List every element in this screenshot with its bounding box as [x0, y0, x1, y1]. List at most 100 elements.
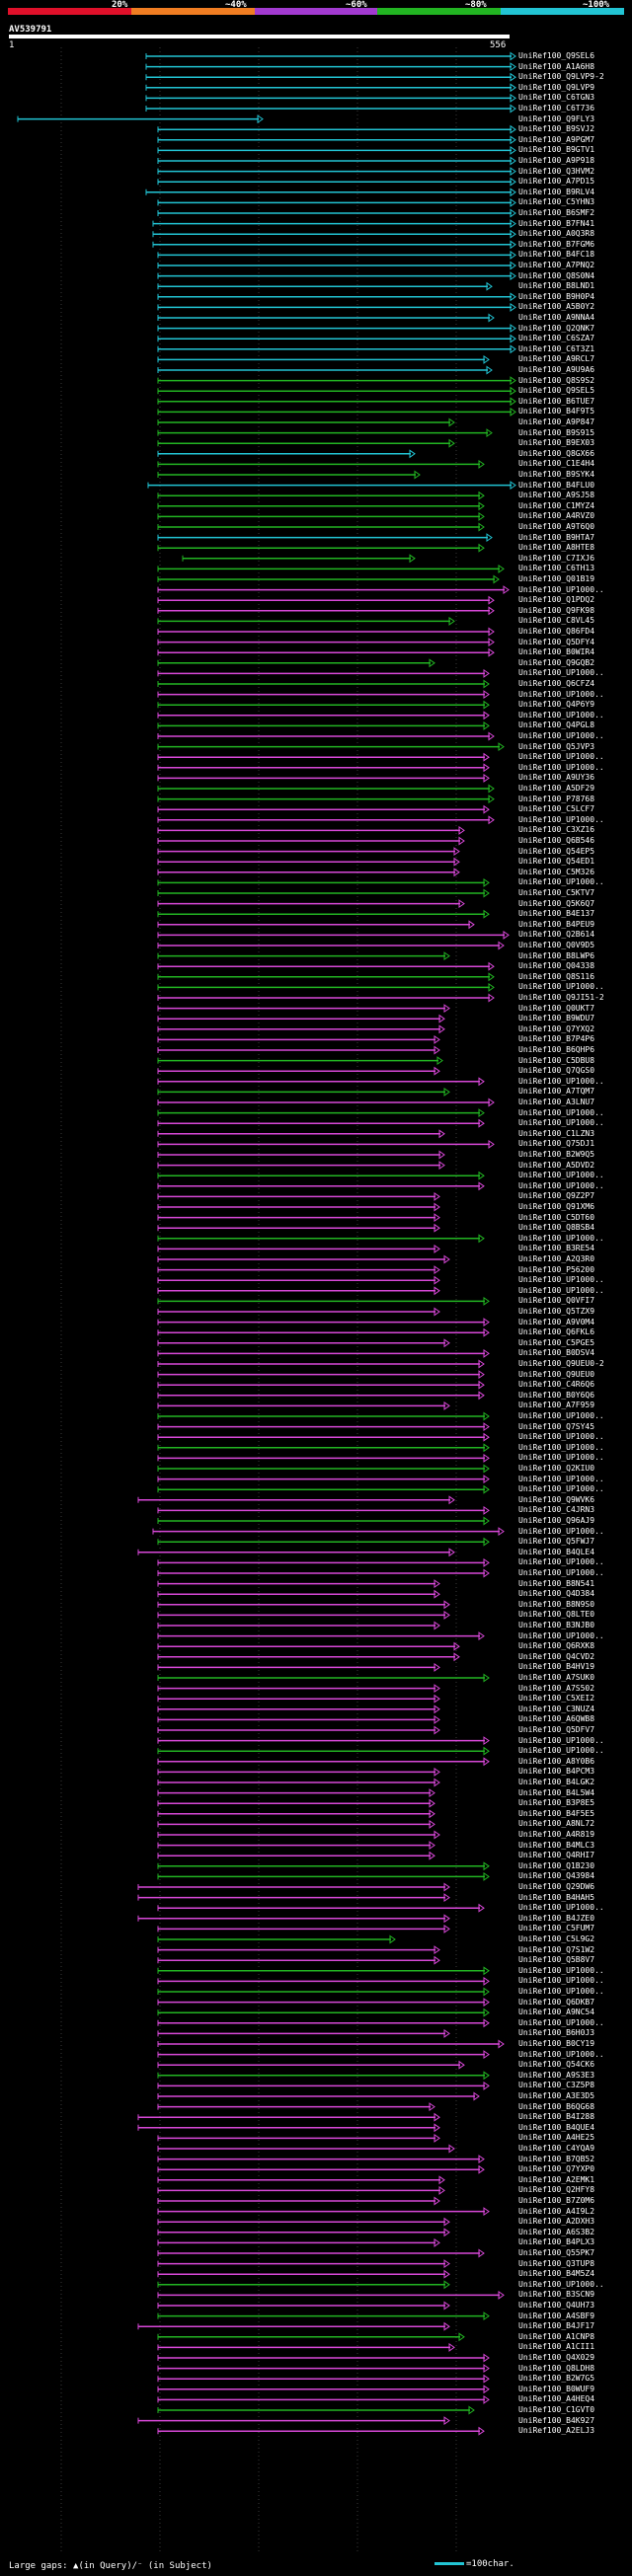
- hit-label[interactable]: UniRef100_Q9LVP9: [518, 82, 595, 92]
- hit-label[interactable]: UniRef100_A9NNA4: [518, 313, 595, 322]
- hit-label[interactable]: UniRef100_Q0UKT7: [518, 1003, 595, 1013]
- hit-label[interactable]: UniRef100_UP1000..: [518, 731, 604, 740]
- hit-label[interactable]: UniRef100_B9RLV4: [518, 187, 595, 196]
- hit-label[interactable]: UniRef100_B3P8E5: [518, 1798, 595, 1808]
- hit-label[interactable]: UniRef100_Q6B546: [518, 836, 595, 845]
- hit-label[interactable]: UniRef100_Q4CVD2: [518, 1651, 595, 1661]
- hit-label[interactable]: UniRef100_UP1000..: [518, 1484, 604, 1494]
- hit-label[interactable]: UniRef100_B4L5W4: [518, 1787, 595, 1797]
- hit-label[interactable]: UniRef100_B4HV19: [518, 1662, 595, 1672]
- hit-label[interactable]: UniRef100_B0Y6Q6: [518, 1390, 595, 1400]
- hit-label[interactable]: UniRef100_Q8S9S2: [518, 375, 595, 385]
- hit-label[interactable]: UniRef100_B8N9S0: [518, 1599, 595, 1609]
- hit-label[interactable]: UniRef100_B9SYK4: [518, 470, 595, 479]
- hit-label[interactable]: UniRef100_C6SZA7: [518, 334, 595, 343]
- hit-label[interactable]: UniRef100_B7P4P6: [518, 1034, 595, 1044]
- hit-label[interactable]: UniRef100_A7PNQ2: [518, 261, 595, 269]
- hit-label[interactable]: UniRef100_Q2HFY8: [518, 2185, 595, 2195]
- hit-label[interactable]: UniRef100_UP1000..: [518, 752, 604, 762]
- hit-label[interactable]: UniRef100_UP1000..: [518, 762, 604, 772]
- hit-label[interactable]: UniRef100_A7SUK0: [518, 1673, 595, 1682]
- hit-label[interactable]: UniRef100_C6T736: [518, 104, 595, 113]
- hit-label[interactable]: UniRef100_C1MYZ4: [518, 500, 595, 510]
- hit-label[interactable]: UniRef100_Q8GX66: [518, 448, 595, 458]
- hit-label[interactable]: UniRef100_A1A6H8: [518, 61, 595, 71]
- hit-label[interactable]: UniRef100_B0DSV4: [518, 1348, 595, 1358]
- hit-label[interactable]: UniRef100_Q8S116: [518, 971, 595, 981]
- hit-label[interactable]: UniRef100_A9P847: [518, 417, 595, 426]
- hit-label[interactable]: UniRef100_Q43984: [518, 1871, 595, 1881]
- hit-label[interactable]: UniRef100_UP1000..: [518, 1432, 604, 1442]
- hit-label[interactable]: UniRef100_Q2QNK7: [518, 323, 595, 333]
- hit-label[interactable]: UniRef100_UP1000..: [518, 1275, 604, 1285]
- hit-label[interactable]: UniRef100_A3LNU7: [518, 1098, 595, 1106]
- hit-label[interactable]: UniRef100_UP1000..: [518, 1411, 604, 1420]
- hit-label[interactable]: UniRef100_Q04338: [518, 961, 595, 971]
- hit-label[interactable]: UniRef100_Q9JI51-2: [518, 993, 604, 1002]
- hit-label[interactable]: UniRef100_Q4P6Y9: [518, 700, 595, 710]
- hit-label[interactable]: UniRef100_B4F5E5: [518, 1808, 595, 1818]
- hit-label[interactable]: UniRef100_B6H0J3: [518, 2028, 595, 2038]
- hit-label[interactable]: UniRef100_A2EMK1: [518, 2174, 595, 2184]
- hit-label[interactable]: UniRef100_B4MLC3: [518, 1840, 595, 1850]
- hit-label[interactable]: UniRef100_UP1000..: [518, 982, 604, 992]
- hit-label[interactable]: UniRef100_Q29DW6: [518, 1882, 595, 1891]
- hit-label[interactable]: UniRef100_Q5DFV7: [518, 1725, 595, 1734]
- hit-label[interactable]: UniRef100_Q8LDH8: [518, 2363, 595, 2373]
- hit-label[interactable]: UniRef100_Q8BSB4: [518, 1223, 595, 1233]
- hit-label[interactable]: UniRef100_A4RVZ0: [518, 511, 595, 521]
- hit-label[interactable]: UniRef100_Q8LTE0: [518, 1610, 595, 1620]
- hit-label[interactable]: UniRef100_A9P918: [518, 156, 595, 165]
- hit-label[interactable]: UniRef100_Q75DJ1: [518, 1139, 595, 1149]
- hit-label[interactable]: UniRef100_Q9LVP9-2: [518, 72, 604, 82]
- hit-label[interactable]: UniRef100_Q54ED1: [518, 857, 595, 867]
- hit-label[interactable]: UniRef100_B4QLE4: [518, 1547, 595, 1556]
- hit-label[interactable]: UniRef100_A6QWB8: [518, 1714, 595, 1724]
- hit-label[interactable]: UniRef100_Q9FLY3: [518, 114, 595, 123]
- hit-label[interactable]: UniRef100_Q5B8V7: [518, 1955, 595, 1965]
- hit-label[interactable]: UniRef100_A3E3D5: [518, 2091, 595, 2100]
- hit-label[interactable]: UniRef100_C1GVT0: [518, 2405, 595, 2414]
- hit-label[interactable]: UniRef100_A0Q3R8: [518, 229, 595, 239]
- hit-label[interactable]: UniRef100_B4F9T5: [518, 407, 595, 417]
- hit-label[interactable]: UniRef100_B3NJB0: [518, 1621, 595, 1629]
- hit-label[interactable]: UniRef100_A9NC54: [518, 2008, 595, 2017]
- hit-label[interactable]: UniRef100_Q8S0N4: [518, 270, 595, 280]
- hit-label[interactable]: UniRef100_B3SCN9: [518, 2290, 595, 2300]
- hit-label[interactable]: UniRef100_UP1000..: [518, 1285, 604, 1295]
- hit-label[interactable]: UniRef100_A9U9A6: [518, 365, 595, 374]
- hit-label[interactable]: UniRef100_C3NUZ4: [518, 1704, 595, 1713]
- hit-label[interactable]: UniRef100_B4K927: [518, 2415, 595, 2425]
- hit-label[interactable]: UniRef100_C5LCF7: [518, 804, 595, 814]
- hit-label[interactable]: UniRef100_B0WUF9: [518, 2384, 595, 2393]
- hit-label[interactable]: UniRef100_B8LND1: [518, 281, 595, 291]
- hit-label[interactable]: UniRef100_Q7S1W2: [518, 1944, 595, 1954]
- hit-label[interactable]: UniRef100_Q1B230: [518, 1860, 595, 1870]
- hit-label[interactable]: UniRef100_A2ELJ3: [518, 2426, 595, 2436]
- hit-label[interactable]: UniRef100_C7IXJ6: [518, 553, 595, 563]
- hit-label[interactable]: UniRef100_B4I288: [518, 2112, 595, 2122]
- hit-label[interactable]: UniRef100_A1CII1: [518, 2342, 595, 2352]
- hit-label[interactable]: UniRef100_C3XZ16: [518, 825, 595, 835]
- hit-label[interactable]: UniRef100_A9S3E3: [518, 2070, 595, 2080]
- hit-label[interactable]: UniRef100_A7S502: [518, 1683, 595, 1693]
- hit-label[interactable]: UniRef100_A5B0Y2: [518, 302, 595, 312]
- hit-label[interactable]: UniRef100_A5DF29: [518, 784, 595, 793]
- hit-label[interactable]: UniRef100_Q86FD4: [518, 627, 595, 636]
- hit-label[interactable]: UniRef100_A4SBF9: [518, 2311, 595, 2320]
- hit-label[interactable]: UniRef100_Q4PGL8: [518, 720, 595, 730]
- hit-label[interactable]: UniRef100_A9RCL7: [518, 354, 595, 364]
- hit-label[interactable]: UniRef100_Q4D384: [518, 1589, 595, 1599]
- hit-label[interactable]: UniRef100_B7Z0M6: [518, 2196, 595, 2205]
- hit-label[interactable]: UniRef100_B3RE54: [518, 1244, 595, 1253]
- hit-label[interactable]: UniRef100_UP1000..: [518, 1987, 604, 1996]
- hit-label[interactable]: UniRef100_B6QG68: [518, 2101, 595, 2111]
- hit-label[interactable]: UniRef100_Q5DFY4: [518, 637, 595, 646]
- hit-label[interactable]: UniRef100_B4E137: [518, 909, 595, 919]
- hit-label[interactable]: UniRef100_B9EX03: [518, 438, 595, 448]
- hit-label[interactable]: UniRef100_B4HAH5: [518, 1892, 595, 1902]
- hit-label[interactable]: UniRef100_C6T3Z1: [518, 343, 595, 353]
- hit-label[interactable]: UniRef100_A9PGM7: [518, 134, 595, 144]
- hit-label[interactable]: UniRef100_Q0VFI7: [518, 1296, 595, 1306]
- hit-label[interactable]: UniRef100_Q9UEU0-2: [518, 1359, 604, 1368]
